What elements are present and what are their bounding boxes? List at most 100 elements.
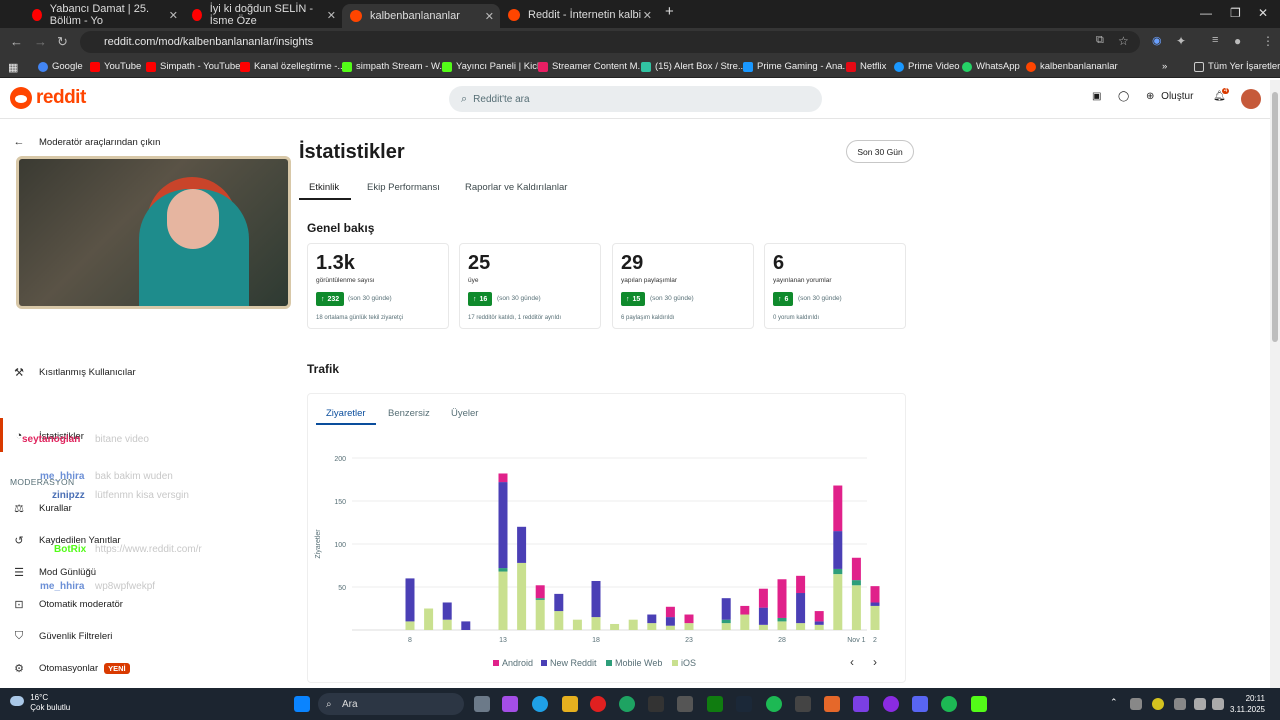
- date-range-button[interactable]: Son 30 Gün: [846, 140, 914, 163]
- tab-reddit[interactable]: Reddit - İnternetin kalbi ✕: [500, 4, 658, 26]
- legend-android[interactable]: Android: [493, 658, 533, 668]
- legend-mobile-web[interactable]: Mobile Web: [606, 658, 662, 668]
- network-icon[interactable]: [1194, 698, 1206, 710]
- kick-icon[interactable]: [971, 696, 987, 712]
- bookmark-streamer-content[interactable]: Streamer Content M...: [538, 61, 645, 72]
- all-bookmarks[interactable]: Tüm Yer İşaretleri: [1194, 61, 1280, 72]
- close-icon[interactable]: ✕: [168, 9, 178, 22]
- chevron-right-icon[interactable]: ›: [873, 655, 877, 669]
- bookmark-kick-panel[interactable]: Yayıncı Paneli | Kick: [442, 61, 542, 72]
- forward-icon[interactable]: →: [34, 34, 47, 49]
- media-icon[interactable]: ≡: [1212, 34, 1219, 46]
- tab-activity[interactable]: Etkinlik: [309, 182, 340, 193]
- chat-icon[interactable]: ◯: [1118, 91, 1130, 102]
- tab-unique[interactable]: Benzersiz: [388, 408, 430, 419]
- xbox-icon[interactable]: [707, 696, 723, 712]
- tab-selin[interactable]: İyi ki doğdun SELİN - İsme Öze ✕: [184, 3, 342, 27]
- edge-icon[interactable]: [532, 696, 548, 712]
- close-icon[interactable]: ✕: [484, 10, 494, 23]
- chevron-left-icon[interactable]: ‹: [850, 655, 854, 669]
- windows-start-icon[interactable]: [294, 696, 310, 712]
- minimize-icon[interactable]: —: [1200, 6, 1212, 20]
- bookmark-google[interactable]: Google: [38, 61, 83, 72]
- terminal-icon[interactable]: [648, 696, 664, 712]
- bookmark-prime-gaming[interactable]: Prime Gaming - Ana...: [743, 61, 850, 72]
- tray-icon[interactable]: [1152, 698, 1164, 710]
- bookmark-kalbenbanlananlar[interactable]: kalbenbanlananlar: [1026, 61, 1118, 72]
- sidebar-item-mod-log[interactable]: ☰ Mod Günlüğü: [12, 566, 96, 579]
- window-close-icon[interactable]: ✕: [1258, 6, 1269, 20]
- bookmark-kanal[interactable]: Kanal özelleştirme -...: [240, 61, 345, 72]
- close-icon[interactable]: ✕: [642, 9, 652, 22]
- bookmark-youtube[interactable]: YouTube: [90, 61, 141, 72]
- tab-members[interactable]: Üyeler: [451, 408, 479, 419]
- volume-icon[interactable]: [1212, 698, 1224, 710]
- ads-icon[interactable]: ▣: [1092, 91, 1102, 102]
- new-tab-icon[interactable]: +: [665, 3, 674, 20]
- sidebar-item-saved-replies[interactable]: ↺ Kaydedilen Yanıtlar: [12, 534, 120, 547]
- plus-icon: ⊕: [1146, 91, 1155, 102]
- file-explorer-icon[interactable]: [562, 696, 578, 712]
- star-icon[interactable]: ☆: [1118, 34, 1129, 48]
- sidebar-item-rules[interactable]: ⚖ Kurallar: [12, 502, 72, 515]
- tray-icon[interactable]: [1130, 698, 1142, 710]
- mic-icon[interactable]: [1174, 698, 1186, 710]
- reddit-logo[interactable]: reddit: [10, 87, 86, 109]
- sidebar-item-safety-filters[interactable]: ⛉ Güvenlik Filtreleri: [12, 630, 113, 643]
- tab-team-performance[interactable]: Ekip Performansı: [367, 182, 440, 193]
- tray-chevron-icon[interactable]: ⌃: [1110, 697, 1118, 707]
- avatar[interactable]: [1241, 89, 1261, 109]
- notification-icon[interactable]: 🔔︎: [1213, 91, 1226, 102]
- bookmark-prime-video[interactable]: Prime Video: [894, 61, 960, 72]
- search-input[interactable]: ⌕ Reddit'te ara: [449, 86, 822, 112]
- page-scrollbar[interactable]: [1270, 80, 1280, 688]
- weather-widget[interactable]: 16°C Çok bulutlu: [10, 693, 70, 713]
- bookmark-whatsapp[interactable]: WhatsApp: [962, 61, 1020, 72]
- profile-icon[interactable]: ●: [1234, 34, 1242, 48]
- maximize-icon[interactable]: ❐: [1230, 6, 1241, 20]
- capcut-icon[interactable]: [795, 696, 811, 712]
- spotify-icon[interactable]: [766, 696, 782, 712]
- tab-yabanci-damat[interactable]: Yabancı Damat | 25. Bölüm - Yo ✕: [24, 3, 184, 27]
- sidebar-item-restricted[interactable]: ⚒ Kısıtlanmış Kullanıcılar: [12, 366, 136, 379]
- sidebar-item-automations[interactable]: ⚙ Otomasyonlar YENİ: [12, 662, 130, 675]
- close-icon[interactable]: ✕: [326, 9, 336, 22]
- url-field[interactable]: reddit.com/mod/kalbenbanlananlar/insight…: [80, 31, 1140, 53]
- exit-mod-tools-link[interactable]: ← Moderatör araçlarından çıkın: [12, 136, 161, 148]
- app-icon[interactable]: [853, 696, 869, 712]
- stat-delta-badge: ↑ 15: [621, 292, 646, 306]
- app-icon[interactable]: [677, 696, 693, 712]
- steam-icon[interactable]: [736, 696, 752, 712]
- bookmark-netflix[interactable]: Netflix: [846, 61, 886, 72]
- app-icon[interactable]: [824, 696, 840, 712]
- bookmark-simpath-stream[interactable]: simpath Stream - W...: [342, 61, 447, 72]
- extension-icon[interactable]: ◉: [1152, 35, 1162, 47]
- copilot-icon[interactable]: [502, 696, 518, 712]
- opera-icon[interactable]: [590, 696, 606, 712]
- back-icon[interactable]: ←: [10, 34, 23, 49]
- create-button[interactable]: ⊕ Oluştur: [1146, 91, 1193, 102]
- install-icon[interactable]: ⧉: [1096, 34, 1104, 46]
- reload-icon[interactable]: ↻: [57, 34, 68, 49]
- legend-ios[interactable]: iOS: [672, 658, 696, 668]
- sidebar-item-automod[interactable]: ⊡ Otomatik moderatör: [12, 598, 123, 611]
- bookmark-alert-box[interactable]: (15) Alert Box / Stre...: [641, 61, 746, 72]
- tab-kalbenbanlananlar[interactable]: kalbenbanlananlar ✕: [342, 4, 500, 28]
- obs-icon[interactable]: [883, 696, 899, 712]
- scroll-thumb[interactable]: [1272, 92, 1278, 342]
- legend-new-reddit[interactable]: New Reddit: [541, 658, 597, 668]
- discord-icon[interactable]: [912, 696, 928, 712]
- tab-visits[interactable]: Ziyaretler: [326, 408, 366, 419]
- chevron-right-icon[interactable]: »: [1162, 61, 1168, 72]
- bookmark-simpath-youtube[interactable]: Simpath - YouTube: [146, 61, 240, 72]
- sidebar-item-insights[interactable]: ◔ İstatistikler: [12, 430, 84, 442]
- clock[interactable]: 20:11 3.11.2025: [1230, 693, 1265, 715]
- task-view-icon[interactable]: [474, 696, 490, 712]
- taskbar-search[interactable]: ⌕ Ara: [318, 693, 464, 715]
- apps-icon[interactable]: ▦: [8, 62, 19, 74]
- tab-reports-removals[interactable]: Raporlar ve Kaldırılanlar: [465, 182, 568, 193]
- spotify-icon[interactable]: [941, 696, 957, 712]
- menu-icon[interactable]: ⋮: [1262, 34, 1274, 48]
- puzzle-icon[interactable]: ✦: [1176, 34, 1187, 48]
- chrome-icon[interactable]: [619, 696, 635, 712]
